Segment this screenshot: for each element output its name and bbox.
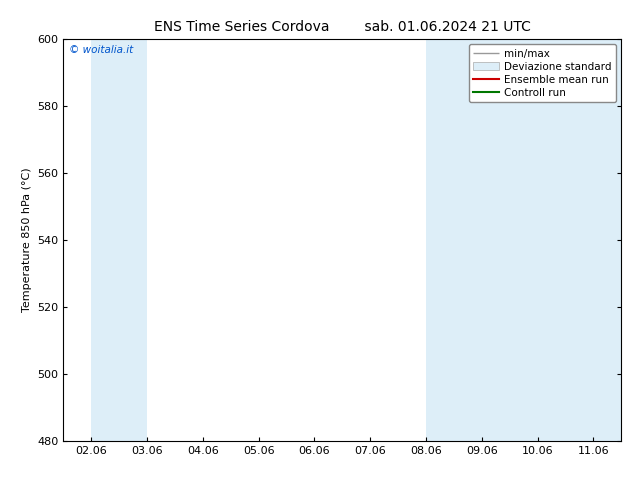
Bar bbox=[426, 39, 538, 441]
Bar bbox=[91, 39, 147, 441]
Bar bbox=[538, 39, 621, 441]
Legend: min/max, Deviazione standard, Ensemble mean run, Controll run: min/max, Deviazione standard, Ensemble m… bbox=[469, 45, 616, 102]
Text: © woitalia.it: © woitalia.it bbox=[69, 45, 133, 55]
Y-axis label: Temperature 850 hPa (°C): Temperature 850 hPa (°C) bbox=[22, 168, 32, 313]
Title: ENS Time Series Cordova        sab. 01.06.2024 21 UTC: ENS Time Series Cordova sab. 01.06.2024 … bbox=[154, 20, 531, 34]
